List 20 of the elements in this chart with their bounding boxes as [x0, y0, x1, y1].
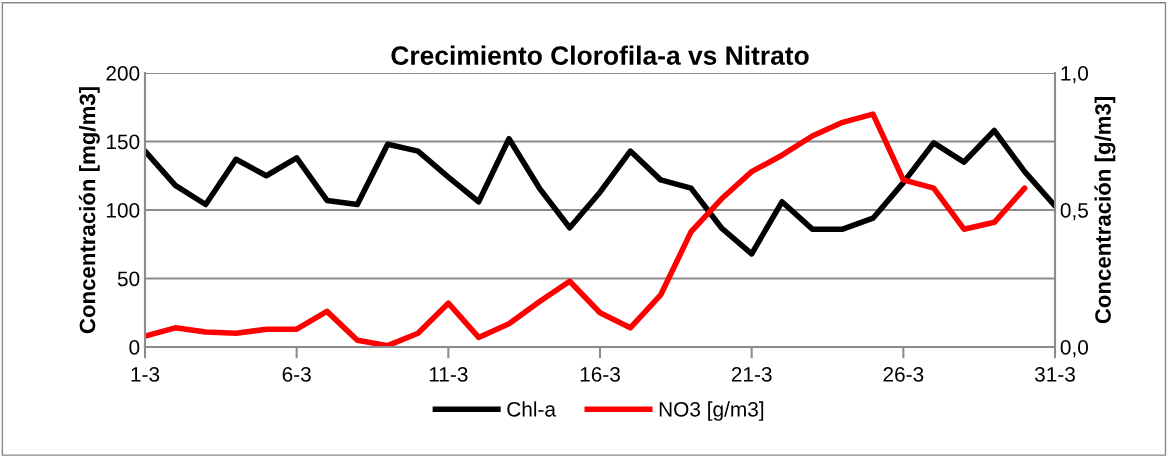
y-tick-label: 200	[106, 66, 140, 81]
y2-tick-label: 0,5	[1060, 203, 1088, 221]
y2-tick-label: 1,0	[1061, 66, 1089, 84]
x-tick-label: 26-3	[883, 366, 924, 382]
y-tick-label: 150	[106, 134, 140, 150]
x-tick-label: 11-3	[429, 366, 468, 382]
legend-label: Chl-a	[507, 401, 557, 417]
x-tick-label: 21-3	[731, 366, 772, 382]
y-axis-title: Concentración [mg/m3]	[78, 87, 100, 334]
x-tick-label: 16-3	[580, 366, 620, 382]
x-tick-label: 1-3	[131, 366, 160, 382]
x-tick-label: 31-3	[1034, 366, 1075, 382]
chart-title: Crecimiento Clorofila-a vs Nitrato	[391, 45, 809, 65]
y-tick-label: 50	[117, 271, 140, 287]
y2-tick-label: 0,0	[1060, 340, 1089, 358]
y2-axis-title: Concentración [g/m3]	[1094, 97, 1116, 324]
legend-label: NO3 [g/m3]	[659, 401, 764, 421]
x-tick-label: 6-3	[282, 366, 311, 382]
y-tick-label: 0	[129, 340, 140, 355]
y-tick-label: 100	[106, 203, 140, 218]
